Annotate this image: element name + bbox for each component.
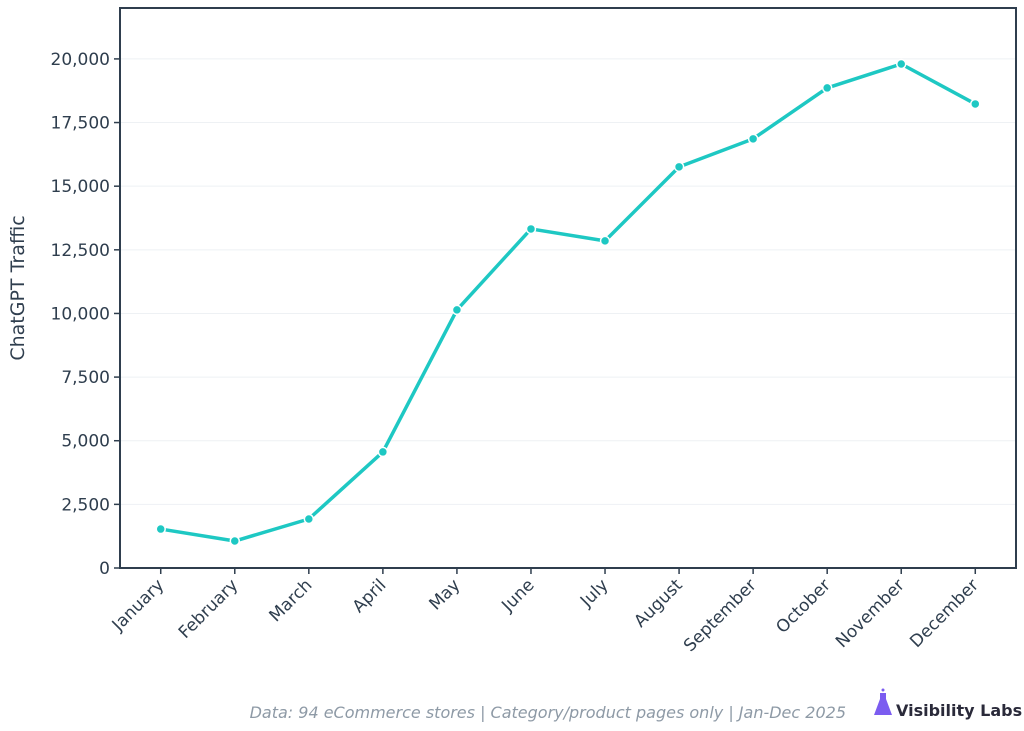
y-tick-label: 15,000 [51,177,110,197]
data-point [303,513,315,525]
y-axis-label: ChatGPT Traffic [7,215,29,360]
data-point [451,304,463,316]
y-tick-label: 7,500 [61,368,110,388]
plot-frame [119,7,1017,569]
x-tick-label: October [772,575,834,637]
data-point [747,133,759,145]
data-point [229,535,241,547]
y-tick-label: 0 [99,559,110,579]
x-tick-label: March [266,575,317,626]
data-point [895,58,907,70]
x-tick-label: February [175,575,242,642]
data-point [970,98,981,110]
y-tick-label: 5,000 [61,432,110,452]
x-tick-label: July [576,575,612,611]
y-tick-label: 20,000 [51,50,110,70]
x-tick-label: April [349,575,391,617]
x-tick-label: November [832,575,909,652]
y-tick-label: 17,500 [51,114,110,134]
data-point [525,223,537,235]
x-tick-label: September [680,575,761,656]
data-point [673,161,685,173]
x-tick-label: May [425,575,464,614]
y-tick-label: 10,000 [51,304,110,324]
data-point [155,523,166,535]
x-tick-label: December [906,575,982,651]
y-tick-label: 2,500 [61,495,110,515]
y-tick-label: 12,500 [51,241,110,261]
x-tick-label: June [497,575,538,616]
data-point [377,446,389,458]
brand-logo [874,688,892,715]
x-tick-label: January [108,575,168,635]
brand-name: Visibility Labs [896,701,1022,720]
series-line [160,62,977,543]
data-point [599,235,611,247]
data-point [821,82,833,94]
footnote: Data: 94 eCommerce stores | Category/pro… [250,703,846,722]
x-tick-label: August [630,575,686,631]
